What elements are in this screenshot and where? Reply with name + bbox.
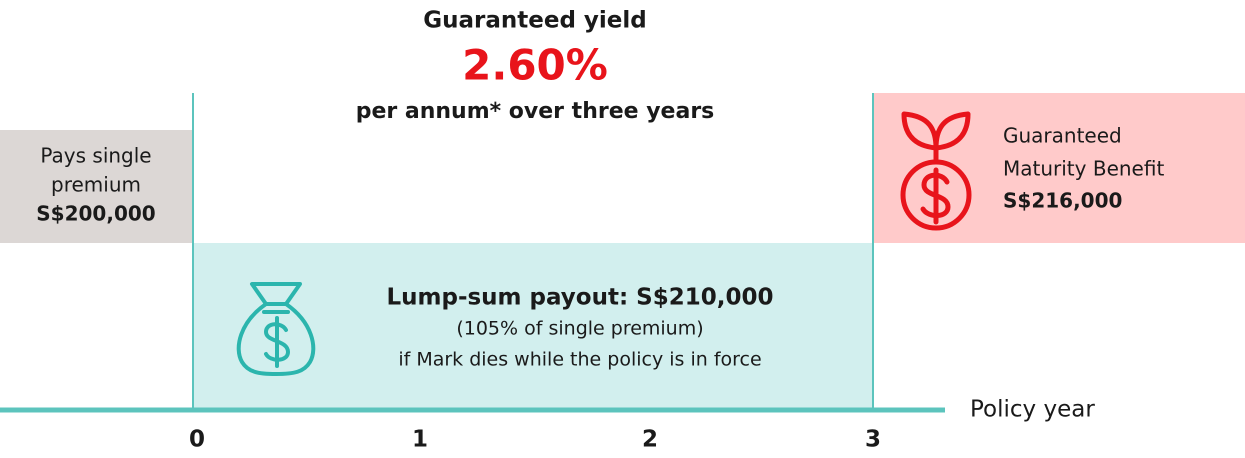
money-bag-icon xyxy=(236,282,316,376)
plant-coin-icon xyxy=(900,111,972,231)
subtitle: per annum* over three years xyxy=(356,99,715,124)
payout-text: if Mark dies while the policy is in forc… xyxy=(398,349,761,371)
premium-text: premium xyxy=(51,173,141,197)
payout-text: (105% of single premium) xyxy=(456,318,703,340)
axis-tick: 0 xyxy=(189,427,205,453)
axis-label: Policy year xyxy=(970,397,1095,423)
axis-tick: 1 xyxy=(412,427,428,453)
premium-box xyxy=(0,130,192,243)
payout-title: Lump-sum payout: S$210,000 xyxy=(386,285,773,311)
maturity-text: Guaranteed xyxy=(1003,124,1122,148)
premium-amount: S$200,000 xyxy=(36,202,155,226)
premium-text: Pays single xyxy=(40,144,151,168)
title: Guaranteed yield xyxy=(423,8,647,34)
axis-tick: 3 xyxy=(865,427,881,453)
rate: 2.60% xyxy=(462,41,608,90)
maturity-text: Maturity Benefit xyxy=(1003,157,1164,181)
maturity-amount: S$216,000 xyxy=(1003,189,1122,213)
axis-tick: 2 xyxy=(642,427,658,453)
